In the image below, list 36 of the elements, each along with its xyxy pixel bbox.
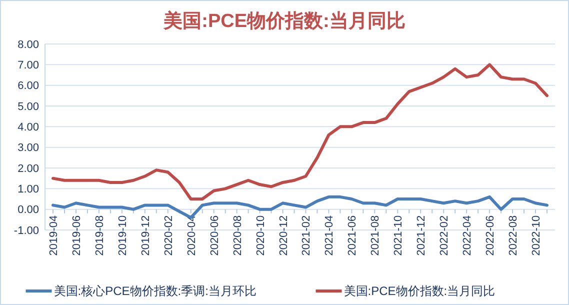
line-series (52, 63, 548, 200)
x-tick-label: 2020-06 (208, 215, 221, 256)
x-tick-label: 2022-02 (438, 215, 451, 256)
y-tick-label: 2.00 (18, 162, 39, 175)
x-tick-label: 2019-10 (116, 215, 129, 256)
legend-label: 美国:核心PCE物价指数:季调:当月环比 (54, 284, 256, 298)
x-tick-label: 2022-06 (484, 215, 497, 256)
x-tick-label: 2022-04 (462, 215, 474, 256)
x-tick-label: 2021-12 (416, 215, 428, 256)
x-tick-label: 2022-08 (508, 215, 520, 256)
y-tick-label: 6.00 (18, 80, 39, 92)
x-tick-label: 2020-12 (278, 215, 290, 256)
y-tick-label: 8.00 (18, 38, 39, 51)
x-tick-label: 2020-08 (232, 215, 244, 256)
y-tick-label: 3.00 (18, 142, 39, 154)
y-tick-label: 5.00 (18, 100, 39, 113)
x-tick-label: 2021-08 (370, 215, 382, 256)
x-tick-label: 2019-06 (70, 215, 83, 256)
x-tick-label: 2021-06 (346, 215, 359, 256)
legend-label: 美国:PCE物价指数:当月同比 (344, 284, 496, 298)
x-tick-label: 2021-10 (392, 215, 405, 256)
x-tick-label: 2022-10 (530, 215, 543, 256)
x-tick-label: 2020-10 (254, 215, 267, 256)
x-tick-label: 2020-02 (162, 215, 175, 256)
y-tick-label: 7.00 (18, 60, 39, 72)
x-tick-label: 2021-02 (300, 215, 313, 256)
y-tick-label: 1.00 (18, 184, 39, 196)
x-tick-label: 2019-08 (94, 215, 106, 256)
x-tick-label: 2019-12 (140, 215, 152, 256)
x-tick-label: 2021-04 (324, 215, 336, 256)
y-tick-label: 0.00 (18, 204, 39, 216)
x-tick-label: 2020-04 (186, 215, 198, 256)
y-tick-label: 4.00 (18, 122, 39, 134)
chart-title: 美国:PCE物价指数:当月同比 (162, 10, 406, 32)
y-tick-label: -1.00 (14, 224, 39, 237)
x-tick-label: 2019-04 (48, 215, 60, 256)
